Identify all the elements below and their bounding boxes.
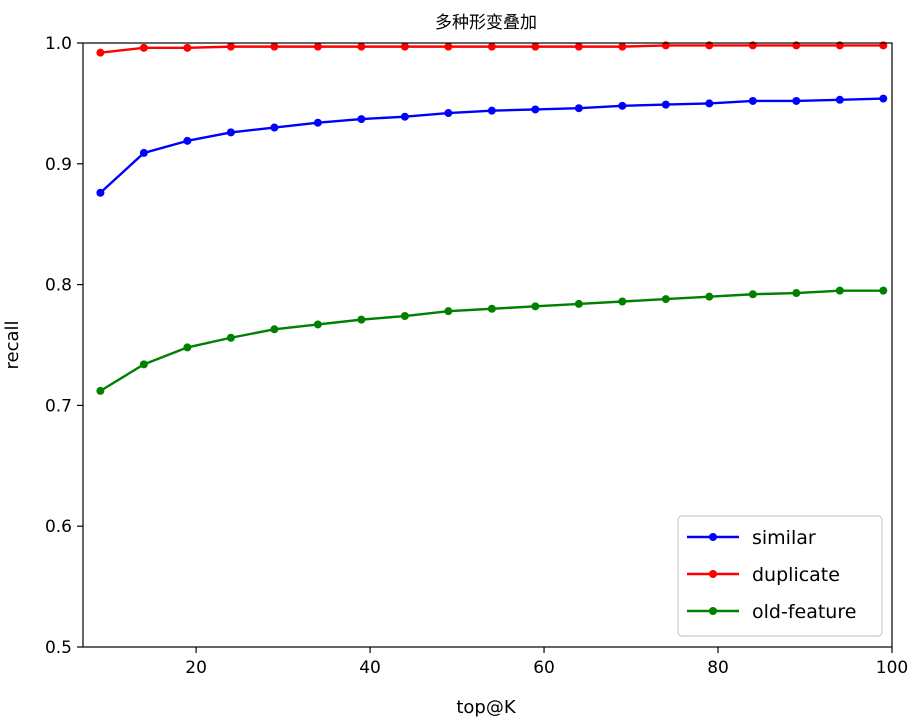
data-point-duplicate — [574, 42, 583, 51]
data-point-old-feature — [661, 295, 670, 304]
data-point-duplicate — [139, 43, 148, 52]
data-point-old-feature — [400, 312, 409, 321]
y-tick-label: 0.6 — [45, 517, 72, 537]
data-point-similar — [661, 100, 670, 109]
data-point-duplicate — [270, 42, 279, 51]
data-point-similar — [531, 105, 540, 114]
series-old-feature — [96, 286, 888, 395]
x-tick-label: 100 — [876, 658, 908, 678]
chart-title: 多种形变叠加 — [435, 13, 537, 33]
data-point-similar — [96, 188, 105, 197]
x-tick-label: 20 — [185, 658, 207, 678]
data-point-old-feature — [226, 333, 235, 342]
data-point-old-feature — [313, 320, 322, 329]
data-point-old-feature — [444, 307, 453, 316]
data-point-similar — [226, 128, 235, 137]
data-point-old-feature — [270, 325, 279, 334]
data-point-duplicate — [313, 42, 322, 51]
data-point-similar — [270, 123, 279, 132]
y-tick-label: 0.9 — [45, 155, 72, 175]
data-point-similar — [879, 94, 888, 103]
data-point-old-feature — [139, 360, 148, 369]
data-point-old-feature — [748, 290, 757, 299]
data-point-similar — [618, 101, 627, 110]
legend-label-old-feature: old-feature — [752, 601, 856, 623]
legend-marker-duplicate — [709, 570, 717, 578]
plot-area: 20 40 60 80 100 0.5 0.6 0.7 0.8 0.9 1.0 similar dupl… — [45, 34, 908, 678]
series-duplicate — [96, 41, 888, 57]
data-point-similar — [400, 112, 409, 121]
data-point-similar — [748, 96, 757, 105]
data-point-duplicate — [183, 43, 192, 52]
data-point-duplicate — [96, 48, 105, 57]
series-similar — [96, 94, 888, 197]
data-point-similar — [139, 148, 148, 157]
data-point-duplicate — [444, 42, 453, 51]
data-point-similar — [574, 104, 583, 113]
x-tick-label: 80 — [707, 658, 729, 678]
y-tick-label: 0.7 — [45, 396, 72, 416]
data-point-duplicate — [357, 42, 366, 51]
data-point-duplicate — [487, 42, 496, 51]
data-point-similar — [792, 96, 801, 105]
legend-marker-similar — [709, 533, 717, 541]
y-axis-label: recall — [2, 320, 23, 369]
x-tick-label: 40 — [359, 658, 381, 678]
data-point-duplicate — [618, 42, 627, 51]
data-point-similar — [183, 136, 192, 145]
data-point-old-feature — [357, 315, 366, 324]
data-point-old-feature — [183, 343, 192, 352]
legend-box — [677, 515, 883, 637]
data-point-duplicate — [400, 42, 409, 51]
x-axis-label: top@K — [456, 697, 516, 718]
y-tick-label: 0.5 — [45, 638, 72, 658]
data-point-old-feature — [835, 286, 844, 295]
legend-label-similar: similar — [752, 527, 816, 549]
x-tick-label: 60 — [533, 658, 555, 678]
data-point-old-feature — [574, 299, 583, 308]
legend-marker-old-feature — [709, 607, 717, 615]
y-tick-label: 0.8 — [45, 276, 72, 296]
data-point-old-feature — [531, 302, 540, 311]
legend-label-duplicate: duplicate — [752, 564, 840, 586]
data-point-old-feature — [792, 289, 801, 298]
data-point-old-feature — [879, 286, 888, 295]
data-point-duplicate — [531, 42, 540, 51]
data-point-old-feature — [487, 304, 496, 313]
plot-frame — [82, 42, 893, 648]
data-point-similar — [444, 109, 453, 118]
data-point-similar — [357, 115, 366, 124]
data-point-old-feature — [96, 386, 105, 395]
data-point-similar — [487, 106, 496, 115]
y-tick-label: 1.0 — [45, 34, 72, 54]
data-point-old-feature — [618, 297, 627, 306]
data-point-similar — [313, 118, 322, 127]
data-point-duplicate — [226, 42, 235, 51]
legend: similar duplicate old-feature — [677, 515, 883, 637]
data-point-similar — [835, 95, 844, 104]
data-point-old-feature — [705, 292, 714, 301]
data-point-similar — [705, 99, 714, 108]
